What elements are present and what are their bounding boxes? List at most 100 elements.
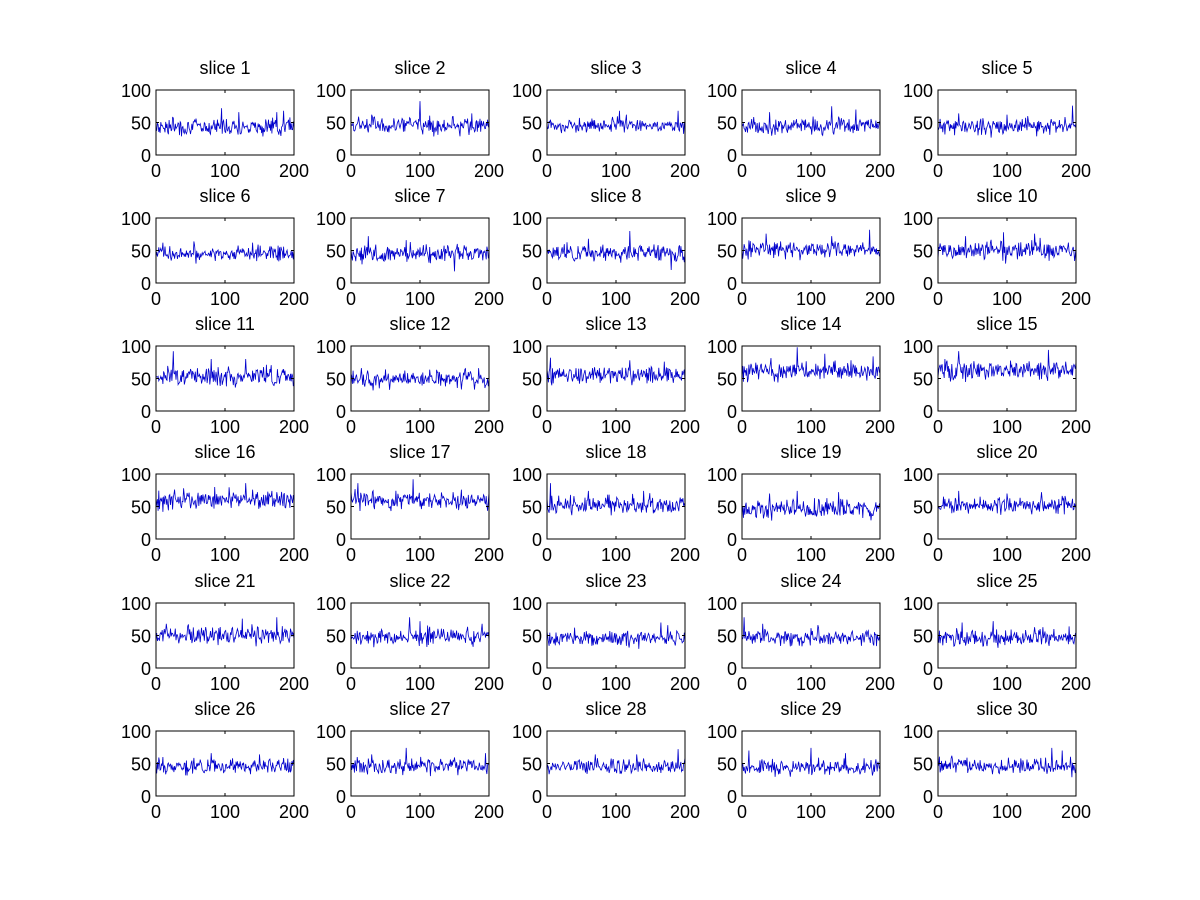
- y-tick-label: 0: [727, 274, 737, 294]
- series-line: [350, 747, 490, 777]
- x-tick-label: 200: [1061, 161, 1091, 181]
- subplot-panel: 00 100 50 200 100 slice 25: [903, 571, 1091, 694]
- y-tick-label: 50: [326, 755, 346, 775]
- x-tick-label: 200: [865, 417, 895, 437]
- x-tick-label: 200: [865, 289, 895, 309]
- x-tick-label: 200: [279, 674, 309, 694]
- x-tick-label: 0: [933, 802, 943, 822]
- y-tick-label: 50: [913, 370, 933, 390]
- subplot-title: slice 19: [780, 442, 841, 462]
- y-tick-label: 50: [522, 627, 542, 647]
- x-tick-label: 200: [865, 545, 895, 565]
- subplot-title: slice 3: [590, 58, 641, 78]
- x-tick-label: 0: [346, 545, 356, 565]
- x-tick-label: 200: [865, 674, 895, 694]
- y-tick-label: 0: [727, 146, 737, 166]
- y-tick-label: 50: [131, 627, 151, 647]
- y-tick-label: 0: [532, 530, 542, 550]
- x-tick-label: 200: [670, 802, 700, 822]
- y-tick-label: 100: [512, 337, 542, 357]
- subplot-panel: 00 100 50 200 100 slice 13: [512, 314, 700, 437]
- x-tick-label: 0: [346, 289, 356, 309]
- subplot-panel: 00 100 50 200 100 slice 3: [512, 58, 700, 181]
- y-tick-label: 0: [141, 787, 151, 807]
- x-tick-label: 0: [542, 289, 552, 309]
- series-line: [350, 479, 490, 512]
- y-tick-label: 0: [923, 402, 933, 422]
- subplot-title: slice 17: [389, 442, 450, 462]
- x-tick-label: 200: [474, 289, 504, 309]
- y-tick-label: 100: [512, 594, 542, 614]
- series-line: [937, 232, 1077, 264]
- x-tick-label: 0: [542, 545, 552, 565]
- y-tick-label: 50: [522, 755, 542, 775]
- x-tick-label: 200: [279, 161, 309, 181]
- y-tick-label: 0: [141, 274, 151, 294]
- x-tick-label: 0: [542, 802, 552, 822]
- y-tick-label: 100: [121, 594, 151, 614]
- series-line: [350, 236, 490, 272]
- y-tick-label: 0: [727, 530, 737, 550]
- y-tick-label: 100: [121, 337, 151, 357]
- subplot-panel: 00 100 50 200 100 slice 2: [316, 58, 504, 181]
- y-tick-label: 100: [316, 209, 346, 229]
- y-tick-label: 0: [336, 274, 346, 294]
- subplot-panel: 00 100 50 200 100 slice 12: [316, 314, 504, 437]
- series-line: [155, 108, 295, 137]
- y-tick-label: 100: [316, 81, 346, 101]
- y-tick-label: 0: [532, 787, 542, 807]
- y-tick-label: 100: [512, 465, 542, 485]
- x-tick-label: 200: [474, 802, 504, 822]
- x-tick-label: 200: [474, 674, 504, 694]
- x-tick-label: 200: [670, 289, 700, 309]
- subplot-panel: 00 100 50 200 100 slice 15: [903, 314, 1091, 437]
- x-tick-label: 200: [1061, 417, 1091, 437]
- subplot-panel: 00 100 50 200 100 slice 21: [121, 571, 309, 694]
- x-tick-label: 200: [670, 674, 700, 694]
- x-tick-label: 100: [796, 674, 826, 694]
- x-tick-label: 100: [210, 161, 240, 181]
- y-tick-label: 100: [903, 337, 933, 357]
- subplot-panel: 00 100 50 200 100 slice 20: [903, 442, 1091, 565]
- subplot-panel: 00 100 50 200 100 slice 24: [707, 571, 895, 694]
- series-line: [546, 483, 686, 516]
- y-tick-label: 50: [131, 755, 151, 775]
- series-line: [741, 747, 881, 777]
- x-tick-label: 0: [346, 161, 356, 181]
- y-tick-label: 100: [512, 81, 542, 101]
- series-line: [741, 347, 881, 383]
- x-tick-label: 0: [737, 161, 747, 181]
- y-tick-label: 100: [707, 465, 737, 485]
- series-line: [937, 490, 1077, 515]
- y-tick-label: 50: [717, 242, 737, 262]
- y-tick-label: 100: [121, 209, 151, 229]
- series-line: [155, 241, 295, 264]
- x-tick-label: 200: [279, 417, 309, 437]
- y-tick-label: 50: [522, 242, 542, 262]
- x-tick-label: 0: [151, 417, 161, 437]
- x-tick-label: 100: [405, 802, 435, 822]
- x-tick-label: 0: [346, 417, 356, 437]
- subplot-panel: 00 100 50 200 100 slice 10: [903, 186, 1091, 309]
- x-tick-label: 100: [601, 289, 631, 309]
- x-tick-label: 200: [670, 545, 700, 565]
- x-tick-label: 100: [992, 417, 1022, 437]
- y-tick-label: 100: [903, 209, 933, 229]
- y-tick-label: 50: [131, 114, 151, 134]
- subplot-panel: 00 100 50 200 100 slice 29: [707, 699, 895, 822]
- y-tick-label: 100: [316, 722, 346, 742]
- series-line: [937, 349, 1077, 383]
- y-tick-label: 100: [903, 722, 933, 742]
- y-tick-label: 50: [522, 114, 542, 134]
- x-tick-label: 0: [737, 802, 747, 822]
- y-tick-label: 0: [336, 530, 346, 550]
- series-line: [155, 753, 295, 776]
- subplot-title: slice 7: [394, 186, 445, 206]
- x-tick-label: 0: [346, 802, 356, 822]
- x-tick-label: 100: [992, 289, 1022, 309]
- subplot-panel: 00 100 50 200 100 slice 16: [121, 442, 309, 565]
- x-tick-label: 0: [542, 417, 552, 437]
- series-line: [546, 110, 686, 134]
